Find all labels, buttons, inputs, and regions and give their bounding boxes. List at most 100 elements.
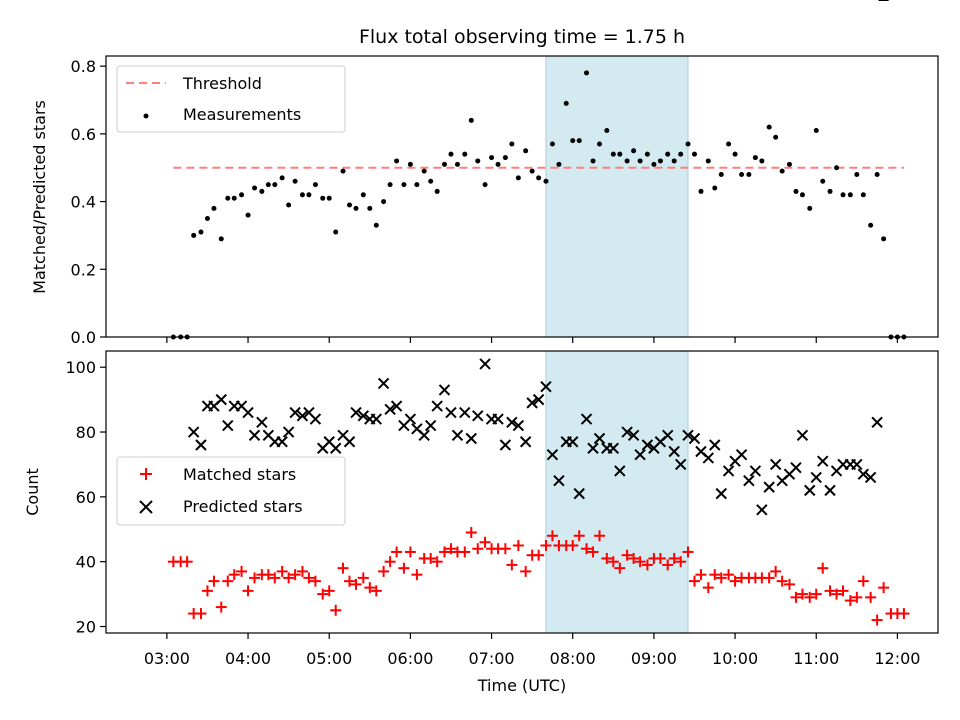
predicted-point <box>187 426 200 438</box>
bottom-legend: Matched stars Predicted stars <box>116 456 346 526</box>
predicted-point <box>506 416 518 429</box>
measurement-point <box>685 141 691 147</box>
measurement-point <box>529 168 535 174</box>
matched-point <box>228 569 240 581</box>
measurement-point <box>394 158 400 164</box>
predicted-point <box>445 406 457 419</box>
predicted-point <box>418 429 430 441</box>
measurement-point <box>272 182 278 188</box>
x-tick-label: 06:00 <box>387 649 433 668</box>
matched-point <box>506 559 518 571</box>
measurement-point <box>381 199 387 205</box>
measurement-point <box>671 158 677 164</box>
measurement-point <box>211 205 217 211</box>
measurements-points <box>170 70 907 340</box>
measurement-point <box>340 168 346 174</box>
measurement-point <box>454 161 460 167</box>
predicted-point <box>472 410 484 422</box>
measurement-point <box>495 161 501 167</box>
matched-point <box>472 543 484 555</box>
measurement-point <box>570 138 576 144</box>
matched-point <box>783 578 795 590</box>
matched-point <box>398 562 410 574</box>
matched-point <box>520 565 532 577</box>
matched-point <box>357 572 369 584</box>
matched-point <box>337 562 349 574</box>
predicted-points <box>187 0 889 516</box>
matched-point <box>330 604 342 616</box>
bottom-y-ticks: 20 40 60 80 100 <box>65 358 106 637</box>
matched-point <box>438 546 450 558</box>
matched-point <box>391 546 403 558</box>
matched-point <box>844 595 856 607</box>
predicted-point <box>674 458 687 471</box>
matched-point <box>804 591 816 603</box>
matched-point <box>479 536 491 548</box>
predicted-point <box>459 406 471 419</box>
matched-point <box>702 582 714 594</box>
matched-point <box>201 585 213 597</box>
matched-point <box>195 608 207 620</box>
matched-point <box>581 543 593 555</box>
predicted-point <box>215 393 227 406</box>
matched-point <box>309 575 321 587</box>
matched-point <box>303 572 315 584</box>
x-tick-label: 08:00 <box>550 649 596 668</box>
matched-point <box>662 559 674 571</box>
predicted-point <box>370 413 383 425</box>
predicted-point <box>553 474 565 487</box>
bottom-y-axis-label: Count <box>23 468 42 516</box>
matched-point <box>404 546 416 558</box>
predicted-point <box>587 442 599 454</box>
measurement-point <box>868 222 874 228</box>
matched-point <box>276 565 288 577</box>
measurement-point <box>536 175 542 181</box>
predicted-point <box>871 416 883 429</box>
predicted-point <box>593 432 606 445</box>
matched-point <box>567 539 579 551</box>
measurement-point <box>515 175 521 181</box>
matched-point <box>546 530 558 542</box>
legend-predicted-swatch <box>139 500 153 514</box>
matched-point <box>215 601 227 613</box>
predicted-point <box>790 461 802 474</box>
predicted-point <box>661 429 674 441</box>
measurement-point <box>726 141 732 147</box>
matched-point <box>384 556 396 568</box>
matched-point <box>317 588 329 600</box>
measurement-point <box>854 171 860 177</box>
bottom-legend-box <box>116 456 346 526</box>
measurement-point <box>231 195 237 201</box>
top-panel: 0.00.20.40.60.8 Matched/Predicted stars … <box>30 55 939 347</box>
matched-point <box>851 591 863 603</box>
matched-point <box>857 575 869 587</box>
matched-point <box>465 527 477 539</box>
predicted-point <box>451 429 464 441</box>
measurement-point <box>441 161 447 167</box>
top-x-tick-marks <box>166 337 899 343</box>
top-y-ticks: 0.0 0.2 0.4 0.6 0.8 <box>71 57 106 347</box>
matched-point <box>181 556 193 568</box>
predicted-point <box>743 474 755 487</box>
top-legend: Threshold Measurements <box>116 65 346 133</box>
measurement-point <box>651 161 657 167</box>
predicted-point <box>722 465 735 477</box>
predicted-point <box>864 471 877 484</box>
measurement-point <box>881 236 887 242</box>
matched-point <box>222 575 234 587</box>
predicted-point <box>715 487 727 500</box>
measurement-point <box>834 165 840 171</box>
matched-point <box>370 585 382 597</box>
matched-point <box>269 572 281 584</box>
top-y-axis-label: Matched/Predicted stars <box>30 100 49 294</box>
predicted-point <box>857 468 870 480</box>
matched-point <box>262 569 274 581</box>
predicted-point <box>195 439 207 451</box>
matched-point <box>824 585 836 597</box>
predicted-point <box>357 410 370 422</box>
measurement-point <box>279 175 285 181</box>
measurement-point <box>523 148 529 154</box>
measurement-point <box>766 124 772 130</box>
measurement-point <box>590 158 596 164</box>
measurement-point <box>752 155 758 161</box>
